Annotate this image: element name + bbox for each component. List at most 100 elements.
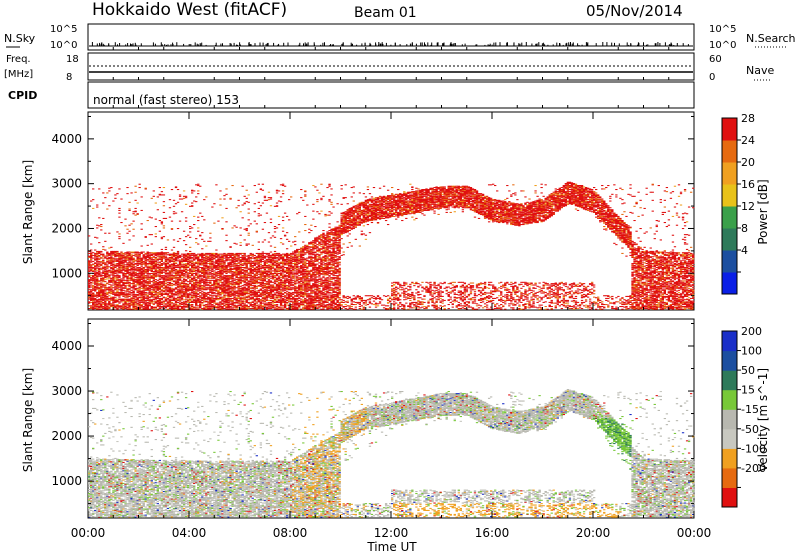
range-gate-cell	[112, 271, 115, 273]
range-gate-cell	[122, 265, 125, 267]
range-gate-cell	[174, 273, 178, 275]
range-gate-cell	[219, 287, 222, 289]
range-gate-cell	[229, 259, 232, 261]
range-gate-cell	[255, 308, 258, 310]
range-gate-cell	[132, 297, 135, 299]
range-gate-cell	[249, 298, 252, 300]
range-gate-cell	[213, 265, 216, 267]
range-gate-cell	[172, 254, 176, 256]
range-gate-cell	[221, 259, 224, 261]
range-gate-cell	[195, 289, 198, 291]
range-gate-cell	[94, 257, 97, 259]
range-gate-cell	[182, 268, 186, 270]
range-gate-cell	[207, 263, 210, 265]
range-gate-cell	[158, 220, 162, 222]
range-gate-cell	[168, 288, 172, 290]
range-gate-cell	[195, 255, 198, 257]
range-gate-cell	[211, 263, 214, 265]
range-gate-cell	[195, 282, 198, 284]
range-gate-cell	[152, 278, 155, 280]
range-gate-cell	[174, 259, 178, 261]
range-gate-cell	[191, 283, 194, 285]
range-gate-cell	[138, 183, 141, 185]
range-gate-cell	[231, 307, 234, 309]
range-gate-cell	[110, 281, 113, 283]
range-gate-cell	[195, 272, 198, 274]
range-gate-cell	[154, 292, 157, 294]
range-gate-cell	[201, 260, 204, 262]
range-gate-cell	[164, 255, 168, 257]
range-gate-cell	[102, 292, 105, 294]
range-gate-cell	[195, 298, 198, 300]
range-gate-cell	[241, 255, 244, 257]
range-gate-cell	[100, 226, 103, 228]
range-gate-cell	[229, 269, 232, 271]
range-gate-cell	[211, 206, 214, 208]
range-gate-cell	[227, 286, 230, 288]
range-gate-cell	[219, 271, 222, 273]
range-gate-cell	[193, 190, 196, 192]
range-gate-cell	[257, 299, 260, 301]
range-gate-cell	[138, 260, 141, 262]
range-gate-cell	[186, 277, 190, 279]
range-gate-cell	[211, 267, 214, 269]
range-gate-cell	[98, 250, 101, 252]
range-gate-cell	[243, 202, 246, 204]
range-gate-cell	[150, 234, 153, 236]
range-gate-cell	[122, 305, 125, 307]
range-gate-cell	[193, 306, 196, 308]
range-gate-cell	[126, 280, 129, 282]
range-gate-cell	[166, 289, 170, 291]
range-gate-cell	[227, 258, 230, 260]
range-gate-cell	[144, 284, 147, 286]
range-gate-cell	[164, 256, 168, 258]
range-gate-cell	[201, 275, 204, 277]
range-gate-cell	[199, 295, 202, 297]
range-gate-cell	[205, 307, 208, 309]
range-gate-cell	[191, 291, 194, 293]
range-gate-cell	[195, 295, 198, 297]
range-gate-cell	[245, 275, 248, 277]
range-gate-cell	[150, 253, 153, 255]
range-gate-cell	[197, 193, 200, 195]
range-gate-cell	[199, 305, 202, 307]
range-gate-cell	[178, 256, 182, 258]
range-gate-cell	[221, 299, 224, 301]
range-gate-cell	[104, 296, 107, 298]
range-gate-cell	[257, 307, 260, 309]
range-gate-cell	[154, 262, 157, 264]
range-gate-cell	[150, 275, 153, 277]
range-gate-cell	[231, 297, 234, 299]
range-gate-cell	[170, 279, 174, 281]
range-gate-cell	[207, 297, 210, 299]
range-gate-cell	[132, 261, 135, 263]
range-gate-cell	[164, 283, 168, 285]
range-gate-cell	[116, 275, 119, 277]
range-gate-cell	[257, 295, 260, 297]
range-gate-cell	[241, 272, 244, 274]
range-gate-cell	[110, 296, 113, 298]
range-gate-cell	[255, 260, 258, 262]
range-gate-cell	[152, 275, 155, 277]
range-gate-cell	[203, 259, 206, 261]
range-gate-cell	[88, 280, 91, 282]
range-gate-cell	[134, 277, 137, 279]
range-gate-cell	[191, 263, 194, 265]
range-gate-cell	[255, 252, 258, 254]
range-gate-cell	[136, 308, 139, 310]
range-gate-cell	[94, 285, 97, 287]
range-gate-cell	[114, 269, 117, 271]
range-gate-cell	[241, 263, 244, 265]
range-gate-cell	[158, 194, 162, 196]
range-gate-cell	[132, 287, 135, 289]
range-gate-cell	[164, 248, 168, 250]
range-gate-cell	[154, 287, 157, 289]
range-gate-cell	[207, 293, 210, 295]
range-gate-cell	[239, 293, 242, 295]
range-gate-cell	[110, 267, 113, 269]
range-gate-cell	[162, 255, 166, 257]
range-gate-cell	[118, 212, 121, 214]
range-gate-cell	[116, 260, 119, 262]
range-gate-cell	[118, 287, 121, 289]
range-gate-cell	[158, 285, 162, 287]
